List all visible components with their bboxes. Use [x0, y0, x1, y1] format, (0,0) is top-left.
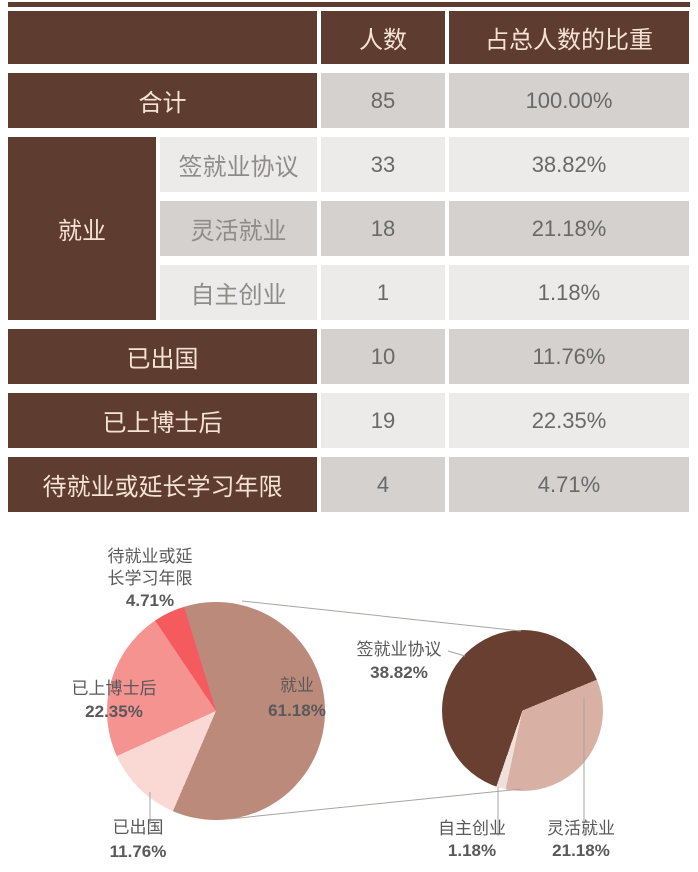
- connector-line-bottom: [228, 788, 522, 820]
- table-top-border: [8, 2, 690, 7]
- pie-of-pie-chart: 待就业或延 长学习年限 4.71% 已上博士后 22.35% 已出国 11.76…: [0, 525, 698, 872]
- connector-line-top: [241, 600, 522, 632]
- group-employment-label: 就业: [8, 137, 156, 320]
- label-flexible-pct: 21.18%: [552, 841, 610, 860]
- label-employed-name: 就业: [279, 676, 314, 695]
- row-total-people: 85: [321, 73, 445, 128]
- label-agreement-pct: 38.82%: [370, 663, 428, 682]
- secondary-pie: [442, 630, 603, 791]
- label-postdoc-pct: 22.35%: [85, 702, 143, 721]
- label-selfemployed-name: 自主创业: [438, 819, 506, 838]
- row-selfemployed-label: 自主创业: [160, 265, 317, 320]
- row-postdoc-label: 已上博士后: [8, 393, 317, 448]
- header-share: 占总人数的比重: [449, 11, 689, 64]
- row-agreement-share: 38.82%: [449, 137, 689, 192]
- header-people: 人数: [321, 11, 445, 64]
- label-employed: 就业 61.18%: [268, 673, 326, 723]
- label-abroad-name: 已出国: [112, 818, 164, 837]
- employment-stats-table: 人数 占总人数的比重 合计 85 100.00% 就业 签就业协议 33 38.…: [8, 11, 690, 512]
- label-pending-line2: 长学习年限: [107, 569, 193, 588]
- row-flexible-share: 21.18%: [449, 201, 689, 256]
- label-abroad: 已出国 11.76%: [110, 816, 167, 864]
- row-selfemployed-share: 1.18%: [449, 265, 689, 320]
- label-pending-line1: 待就业或延: [107, 547, 193, 566]
- label-flexible-name: 灵活就业: [547, 819, 615, 838]
- label-postdoc: 已上博士后 22.35%: [72, 677, 157, 723]
- row-agreement-people: 33: [321, 137, 445, 192]
- row-pending-people: 4: [321, 457, 445, 512]
- label-flexible: 灵活就业 21.18%: [547, 818, 615, 862]
- row-abroad-people: 10: [321, 329, 445, 384]
- row-postdoc-share: 22.35%: [449, 393, 689, 448]
- label-pending-pct: 4.71%: [125, 591, 175, 610]
- label-selfemployed-pct: 1.18%: [447, 841, 497, 860]
- leader-line-agreement: [447, 650, 466, 657]
- row-abroad-share: 11.76%: [449, 329, 689, 384]
- row-total-label: 合计: [8, 73, 317, 128]
- label-abroad-pct: 11.76%: [109, 842, 167, 861]
- row-selfemployed-people: 1: [321, 265, 445, 320]
- row-flexible-label: 灵活就业: [160, 201, 317, 256]
- row-flexible-people: 18: [321, 201, 445, 256]
- label-selfemployed: 自主创业 1.18%: [438, 818, 506, 862]
- row-total-share: 100.00%: [449, 73, 689, 128]
- row-abroad-label: 已出国: [8, 329, 317, 384]
- row-postdoc-people: 19: [321, 393, 445, 448]
- header-empty-cell: [8, 11, 317, 64]
- label-pending: 待就业或延 长学习年限 4.71%: [108, 546, 193, 612]
- label-postdoc-name: 已上博士后: [71, 679, 157, 698]
- label-employed-pct: 61.18%: [268, 701, 326, 720]
- connector-lines-layer: [149, 600, 585, 836]
- row-pending-share: 4.71%: [449, 457, 689, 512]
- label-agreement: 签就业协议 38.82%: [357, 638, 442, 684]
- row-pending-label: 待就业或延长学习年限: [8, 457, 317, 512]
- main-pie: [107, 602, 325, 820]
- label-agreement-name: 签就业协议: [356, 640, 442, 659]
- row-agreement-label: 签就业协议: [160, 137, 317, 192]
